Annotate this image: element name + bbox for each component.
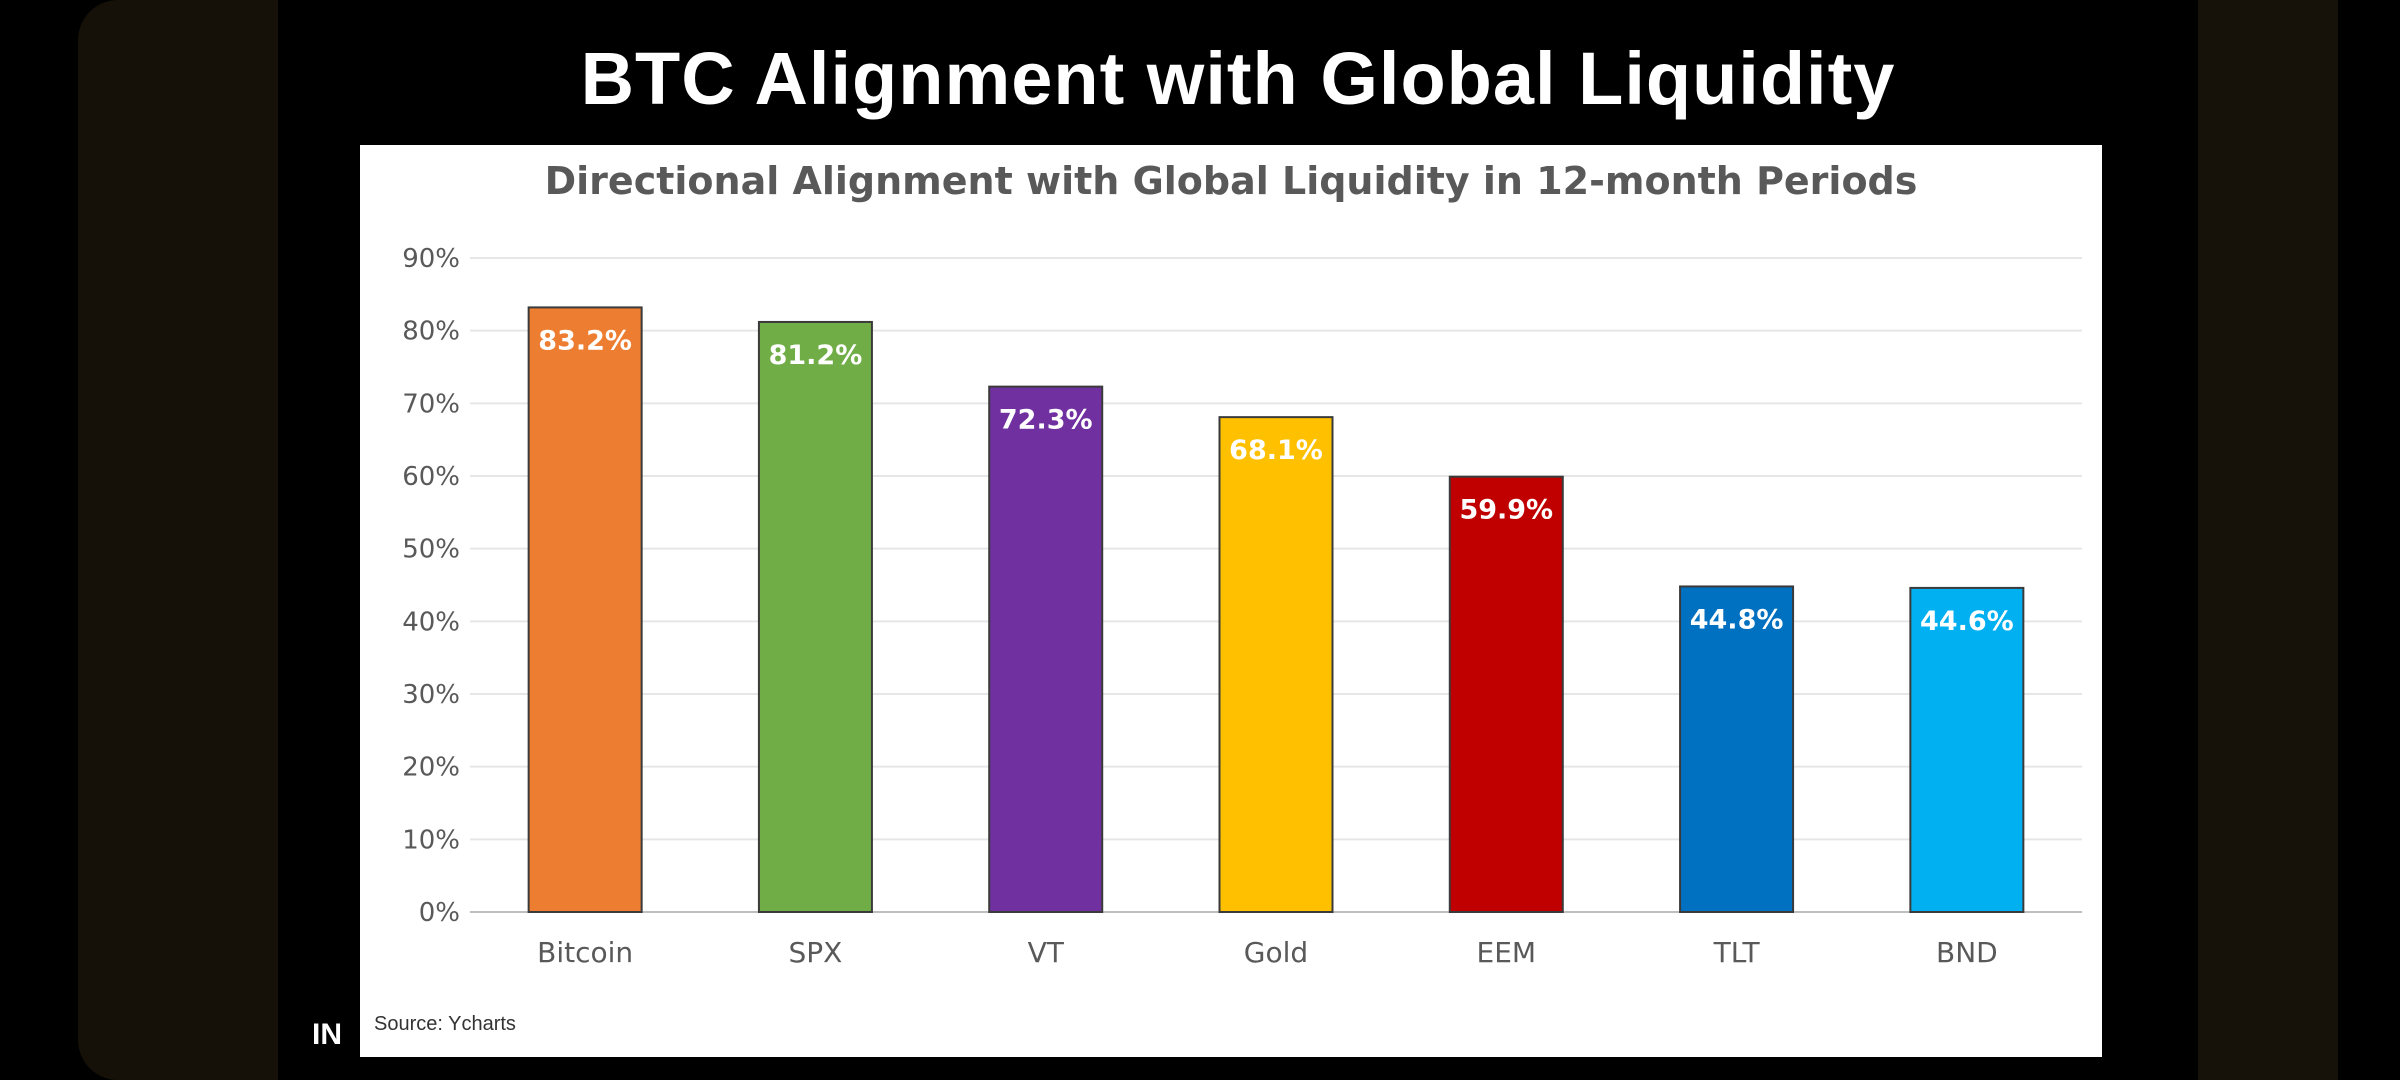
x-tick-label: VT <box>1028 936 1065 969</box>
y-tick-label: 20% <box>402 753 460 783</box>
y-tick-label: 60% <box>402 462 460 492</box>
bar <box>1218 416 1334 913</box>
bar <box>1448 475 1564 913</box>
chart-title: Directional Alignment with Global Liquid… <box>544 159 1918 203</box>
bar <box>1909 586 2025 913</box>
bar-chart: 0% 10% 20% 30% 40% 50% 60% 70% 80% 90% 83.2% Bitcoi… <box>402 244 2082 969</box>
bar <box>1679 585 1795 913</box>
x-tick-label: BND <box>1936 936 1998 969</box>
y-tick-label: 50% <box>402 535 460 565</box>
data-label: 72.3% <box>999 405 1093 436</box>
source-note: Source: Ycharts <box>374 1013 516 1035</box>
overlay-logo-text: IN <box>312 1018 342 1051</box>
data-label: 81.2% <box>769 340 863 371</box>
data-label: 44.8% <box>1690 604 1784 635</box>
data-label: 83.2% <box>538 325 632 356</box>
y-tick-label: 30% <box>402 680 460 710</box>
x-tick-label: TLT <box>1713 936 1761 969</box>
chart-panel: Directional Alignment with Global Liquid… <box>360 145 2102 1057</box>
x-tick-label: Gold <box>1244 936 1308 969</box>
data-label: 44.6% <box>1920 606 2014 637</box>
data-label: 59.9% <box>1459 495 1553 526</box>
y-tick-label: 80% <box>402 317 460 347</box>
y-tick-label: 70% <box>402 389 460 419</box>
y-tick-label: 0% <box>419 898 460 928</box>
y-tick-label: 40% <box>402 607 460 637</box>
bar <box>988 385 1104 913</box>
left-blur-panel <box>78 0 278 1080</box>
right-blur-panel <box>2198 0 2338 1080</box>
y-tick-label: 90% <box>402 244 460 274</box>
x-tick-label: EEM <box>1477 936 1537 969</box>
data-label: 68.1% <box>1229 435 1323 466</box>
bar <box>757 320 873 914</box>
x-tick-label: Bitcoin <box>537 936 633 969</box>
y-tick-label: 10% <box>402 825 460 855</box>
bar <box>527 306 643 913</box>
slide-title: BTC Alignment with Global Liquidity <box>580 37 1896 120</box>
x-tick-label: SPX <box>789 936 843 969</box>
